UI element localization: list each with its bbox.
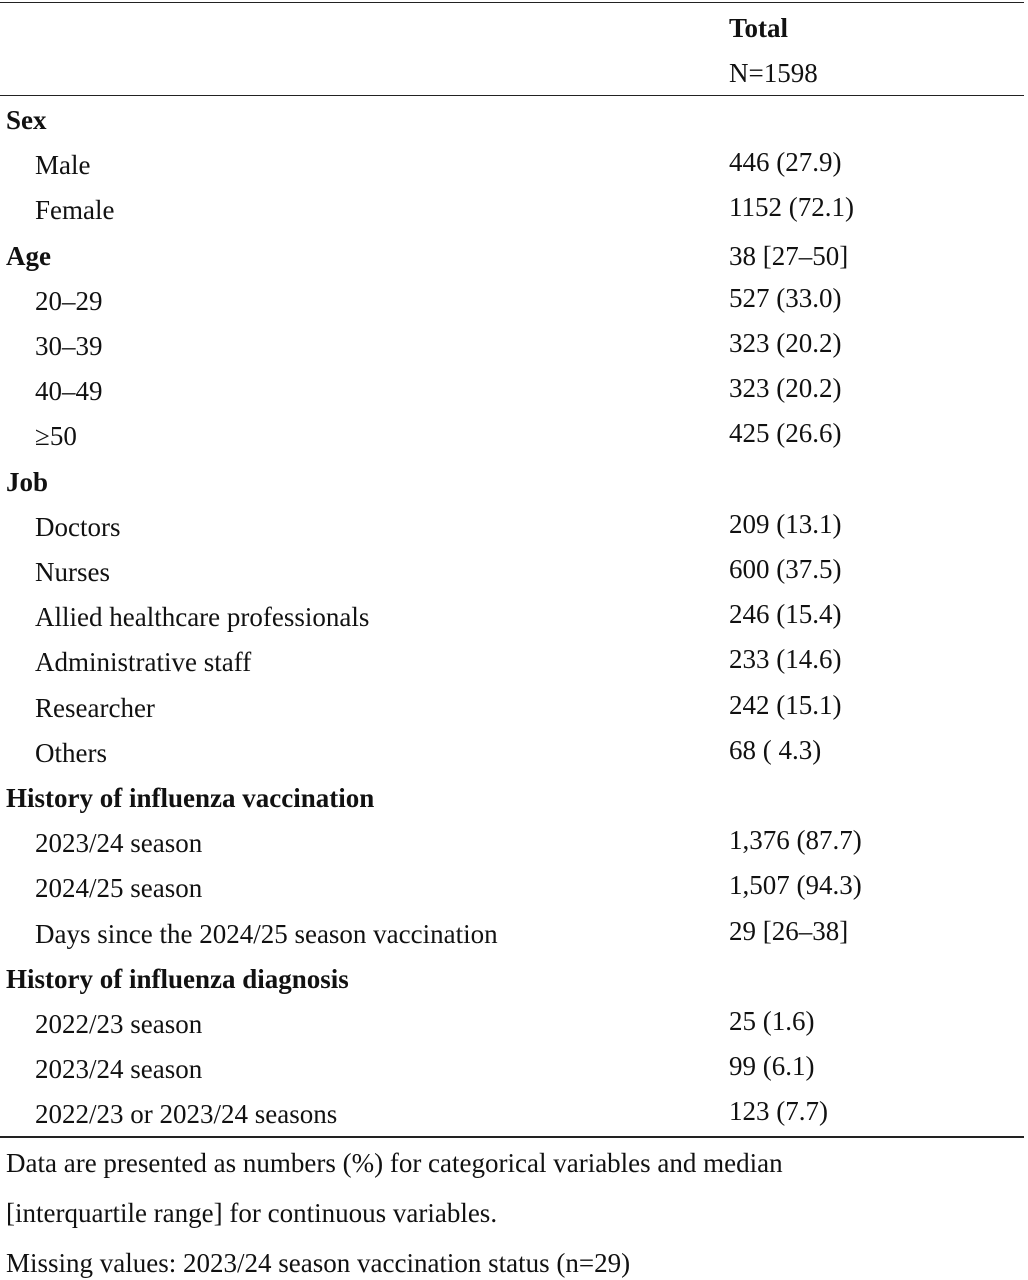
- row-value: 1,507 (94.3): [729, 870, 862, 901]
- column-n: N=1598: [729, 58, 818, 88]
- row-label: 2022/23 season: [35, 1009, 203, 1039]
- row-value: 600 (37.5): [729, 554, 842, 584]
- footnote: Data are presented as numbers (%) for ca…: [6, 1148, 783, 1228]
- row-value: 1,376 (87.7): [729, 825, 862, 856]
- row-label: 2024/25 season: [35, 873, 203, 904]
- row-value: 209 (13.1): [729, 508, 842, 539]
- row-label: Researcher: [35, 692, 155, 723]
- section-title: History of influenza vaccination: [6, 783, 375, 813]
- header-rule: [0, 95, 1024, 96]
- row-value: 527 (33.0): [729, 282, 842, 313]
- column-title: Total: [729, 13, 789, 43]
- section-title: Age: [6, 240, 51, 271]
- row-value: 233 (14.6): [729, 644, 842, 675]
- row-value: 25 (1.6): [729, 1006, 815, 1036]
- row-label: Female: [35, 195, 115, 226]
- row-label: Male: [35, 150, 91, 181]
- row-value: 323 (20.2): [729, 373, 842, 404]
- row-value: 323 (20.2): [729, 328, 842, 358]
- row-value: 425 (26.6): [729, 418, 842, 449]
- section-value: 38 [27–50]: [729, 240, 849, 271]
- row-label: 2023/24 season: [35, 1054, 203, 1085]
- row-label: Allied healthcare professionals: [35, 602, 370, 633]
- row-value: 446 (27.9): [729, 147, 842, 178]
- top-rule: [0, 2, 1024, 3]
- row-value: 246 (15.4): [729, 599, 842, 630]
- row-label: ≥50: [35, 421, 77, 452]
- row-value: 123 (7.7): [729, 1096, 828, 1127]
- footnote: Missing values: 2023/24 season vaccinati…: [6, 1248, 631, 1278]
- row-value: 29 [26–38]: [729, 915, 849, 946]
- row-label: Days since the 2024/25 season vaccinatio…: [35, 918, 498, 949]
- row-value: 99 (6.1): [729, 1051, 815, 1082]
- section-title: History of influenza diagnosis: [6, 963, 349, 994]
- section-title: Job: [6, 466, 49, 497]
- row-value: 242 (15.1): [729, 689, 842, 720]
- bottom-rule: [0, 1136, 1024, 1138]
- row-label: 20–29: [35, 285, 103, 316]
- notes: Data are presented as numbers (%) for ca…: [6, 1138, 906, 1280]
- row-value: 68 ( 4.3): [729, 734, 822, 765]
- section-title: Sex: [6, 105, 47, 135]
- row-label: Administrative staff: [35, 647, 252, 678]
- row-label: Doctors: [35, 511, 121, 542]
- row-label: 40–49: [35, 376, 103, 407]
- row-label: 2023/24 season: [35, 828, 203, 859]
- row-label: 2022/23 or 2023/24 seasons: [35, 1099, 338, 1130]
- row-value: 1152 (72.1): [729, 192, 854, 223]
- row-label: Nurses: [35, 557, 110, 587]
- row-label: Others: [35, 737, 107, 768]
- row-label: 30–39: [35, 331, 103, 361]
